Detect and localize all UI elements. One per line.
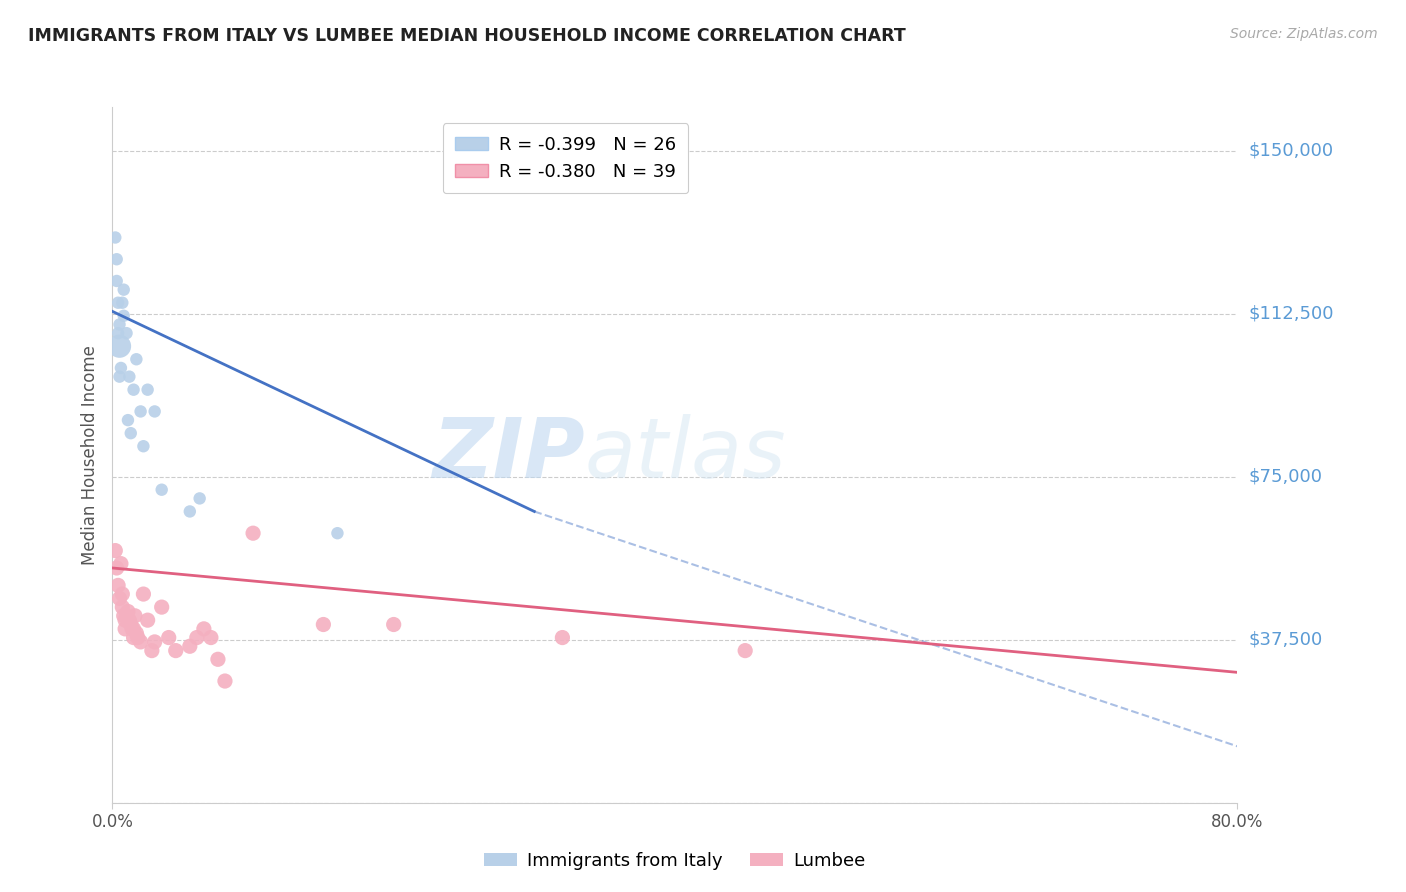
Point	[193, 622, 215, 636]
Point	[326, 526, 349, 541]
Point	[150, 600, 173, 615]
Point	[107, 326, 129, 341]
Point	[112, 608, 135, 623]
Point	[108, 591, 131, 606]
Point	[105, 561, 128, 575]
Point	[118, 369, 141, 384]
Legend: Immigrants from Italy, Lumbee: Immigrants from Italy, Lumbee	[477, 845, 873, 877]
Point	[132, 587, 155, 601]
Point	[179, 504, 201, 518]
Point	[124, 608, 146, 623]
Point	[117, 605, 139, 619]
Point	[114, 613, 136, 627]
Point	[108, 339, 131, 353]
Point	[207, 652, 229, 666]
Text: ZIP: ZIP	[432, 415, 585, 495]
Point	[107, 295, 129, 310]
Point	[200, 631, 222, 645]
Point	[188, 491, 211, 506]
Text: $150,000: $150,000	[1249, 142, 1334, 160]
Point	[112, 309, 135, 323]
Point	[118, 613, 141, 627]
Point	[125, 352, 148, 367]
Point	[114, 622, 136, 636]
Point	[179, 639, 201, 653]
Point	[110, 361, 132, 376]
Point	[150, 483, 173, 497]
Point	[121, 622, 143, 636]
Point	[122, 622, 145, 636]
Point	[104, 543, 127, 558]
Point	[165, 643, 187, 657]
Point	[110, 557, 132, 571]
Point	[122, 631, 145, 645]
Point	[551, 631, 574, 645]
Text: Source: ZipAtlas.com: Source: ZipAtlas.com	[1230, 27, 1378, 41]
Point	[127, 631, 149, 645]
Text: $75,000: $75,000	[1249, 467, 1323, 485]
Point	[115, 326, 138, 341]
Point	[108, 369, 131, 384]
Point	[117, 413, 139, 427]
Point	[382, 617, 405, 632]
Text: $37,500: $37,500	[1249, 631, 1323, 648]
Point	[312, 617, 335, 632]
Point	[186, 631, 208, 645]
Point	[105, 274, 128, 288]
Point	[132, 439, 155, 453]
Point	[107, 578, 129, 592]
Text: IMMIGRANTS FROM ITALY VS LUMBEE MEDIAN HOUSEHOLD INCOME CORRELATION CHART: IMMIGRANTS FROM ITALY VS LUMBEE MEDIAN H…	[28, 27, 905, 45]
Point	[157, 631, 180, 645]
Point	[105, 252, 128, 267]
Point	[111, 587, 134, 601]
Point	[136, 613, 159, 627]
Point	[111, 295, 134, 310]
Point	[136, 383, 159, 397]
Point	[108, 318, 131, 332]
Y-axis label: Median Household Income: Median Household Income	[80, 345, 98, 565]
Point	[112, 283, 135, 297]
Point	[120, 426, 142, 441]
Point	[214, 674, 236, 689]
Point	[143, 635, 166, 649]
Text: $112,500: $112,500	[1249, 304, 1334, 323]
Point	[111, 600, 134, 615]
Text: atlas: atlas	[585, 415, 786, 495]
Point	[129, 404, 152, 418]
Point	[115, 608, 138, 623]
Point	[143, 404, 166, 418]
Point	[129, 635, 152, 649]
Point	[242, 526, 264, 541]
Point	[141, 643, 163, 657]
Point	[734, 643, 756, 657]
Point	[122, 383, 145, 397]
Point	[125, 626, 148, 640]
Point	[120, 617, 142, 632]
Point	[104, 230, 127, 244]
